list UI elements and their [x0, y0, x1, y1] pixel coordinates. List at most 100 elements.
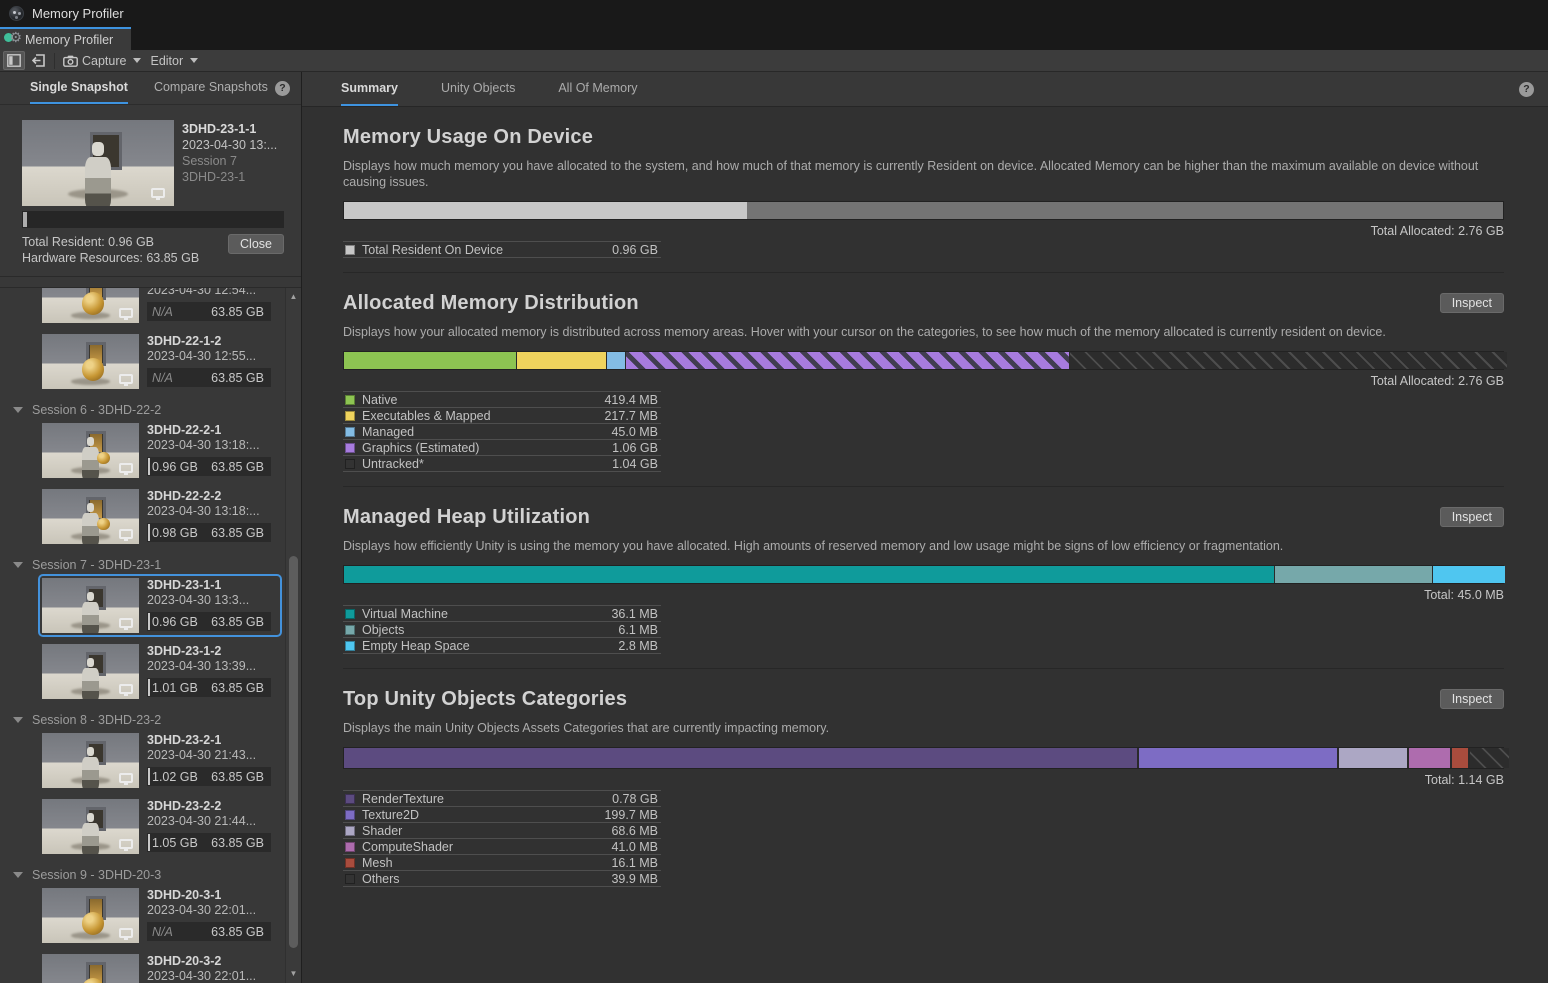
- sidebar-help-icon[interactable]: ?: [275, 81, 290, 96]
- import-snapshot-button[interactable]: [28, 51, 49, 70]
- close-snapshot-button[interactable]: Close: [228, 234, 284, 254]
- session-group-header[interactable]: Session 8 - 3DHD-23-2: [0, 708, 285, 731]
- section-title: Top Unity Objects Categories: [343, 687, 628, 710]
- inspect-button[interactable]: Inspect: [1439, 507, 1504, 527]
- legend-label: Executables & Mapped: [362, 408, 491, 423]
- hardware-value: 63.85 GB: [211, 769, 264, 784]
- snapshot-date: 2023-04-30 22:01...: [147, 969, 257, 983]
- total-label: Total: 1.14 GB: [1424, 773, 1504, 787]
- bar-segment-total-resident-on-device: [344, 202, 748, 219]
- legend-swatch: [345, 394, 355, 405]
- snapshot-name: 3DHD-23-1-1: [147, 578, 222, 592]
- tab-unity-objects[interactable]: Unity Objects: [440, 81, 516, 95]
- shadow-shape: [71, 312, 110, 319]
- bar-segment-empty-heap-space: [1433, 566, 1505, 583]
- legend-table: Total Resident On Device 0.96 GB: [343, 241, 661, 258]
- section-title: Allocated Memory Distribution: [343, 291, 639, 314]
- legend-row: Managed 45.0 MB: [343, 424, 661, 440]
- legend-label: Native: [362, 392, 398, 407]
- scroll-down-arrow[interactable]: ▼: [289, 969, 298, 978]
- collapse-triangle-icon[interactable]: [13, 871, 23, 878]
- snapshot-thumbnail: [42, 644, 139, 699]
- scrollbar-thumb[interactable]: [289, 556, 298, 948]
- editor-label: Editor: [150, 53, 184, 68]
- legend-value: 1.06 GB: [612, 440, 658, 455]
- tab-memory-profiler[interactable]: ⚙ Memory Profiler: [0, 27, 131, 50]
- legend-swatch: [345, 426, 355, 437]
- memory-profiler-app-icon: [9, 6, 24, 21]
- bar-segment-allocated: [747, 202, 1503, 219]
- session-group-header[interactable]: Session 7 - 3DHD-23-1: [0, 553, 285, 576]
- section-title: Managed Heap Utilization: [343, 505, 591, 528]
- editor-dropdown[interactable]: Editor: [147, 51, 201, 70]
- snapshot-list-item[interactable]: 3DHD-23-2-2 2023-04-30 21:44... 1.05 GB 63.…: [40, 797, 280, 856]
- bar-segment-objects: [1274, 566, 1433, 583]
- resident-value: 0.96 GB: [152, 459, 198, 474]
- legend-row: Mesh 16.1 MB: [343, 855, 661, 871]
- robot-shape: [81, 658, 100, 699]
- sidebar-tab-compare-snapshots[interactable]: Compare Snapshots: [153, 80, 268, 94]
- capture-button[interactable]: Capture: [60, 51, 144, 70]
- snapshot-meta: 3DHD-23-2-1 2023-04-30 21:43... 1.02 GB 63.…: [147, 733, 271, 788]
- collapse-triangle-icon[interactable]: [13, 561, 23, 568]
- bar-segment-native: [344, 352, 516, 369]
- legend-swatch: [345, 458, 355, 469]
- bar-segment-rendertexture: [344, 748, 1137, 768]
- snapshot-date: 2023-04-30 12:54...: [147, 288, 257, 297]
- snapshot-date: 2023-04-30 12:55...: [147, 349, 257, 363]
- monitor-icon: [119, 374, 134, 387]
- session-group-header[interactable]: Session 9 - 3DHD-20-3: [0, 863, 285, 886]
- snapshot-list-item[interactable]: 3DHD-22-2-1 2023-04-30 13:18:... 0.96 GB 63…: [40, 421, 280, 480]
- legend-value: 68.6 MB: [611, 823, 658, 838]
- sidebar-tab-single-snapshot[interactable]: Single Snapshot: [30, 72, 128, 104]
- legend-label: Mesh: [362, 855, 393, 870]
- legend-row: Others 39.9 MB: [343, 871, 661, 887]
- snapshot-list-item[interactable]: 2023-04-30 12:54... N/A 63.85 GB: [40, 288, 280, 325]
- snapshot-date: 2023-04-30 13:39...: [147, 659, 257, 673]
- snapshot-thumbnail: [42, 578, 139, 633]
- hardware-resources-text: Hardware Resources: 63.85 GB: [22, 251, 200, 265]
- inspect-button[interactable]: Inspect: [1439, 293, 1504, 313]
- collapse-triangle-icon[interactable]: [13, 716, 23, 723]
- legend-label: Managed: [362, 424, 415, 439]
- snapshot-date: 2023-04-30 21:44...: [147, 814, 257, 828]
- snapshot-name: 3DHD-20-3-2: [147, 954, 222, 968]
- robot-shape: [81, 437, 100, 478]
- main-help-icon[interactable]: ?: [1519, 82, 1534, 97]
- document-tab-strip: ⚙ Memory Profiler: [0, 27, 1548, 50]
- scroll-up-arrow[interactable]: ▲: [289, 292, 298, 301]
- session-group-header[interactable]: Session 6 - 3DHD-22-2: [0, 398, 285, 421]
- snapshot-name: 3DHD-23-2-1: [147, 733, 222, 747]
- tab-summary[interactable]: Summary: [341, 72, 398, 106]
- toggle-snapshot-panel-button[interactable]: [3, 51, 25, 70]
- snapshot-list-item[interactable]: 3DHD-23-2-1 2023-04-30 21:43... 1.02 GB 63.…: [40, 731, 280, 790]
- snapshot-name: 3DHD-22-2-2: [147, 489, 222, 503]
- snapshot-list-item[interactable]: 3DHD-23-1-1 2023-04-30 13:3... 0.96 GB 63.8…: [38, 574, 282, 637]
- workspace: Single Snapshot Compare Snapshots ? 3DHD-…: [0, 72, 1548, 983]
- snapshot-list-item[interactable]: 3DHD-22-2-2 2023-04-30 13:18:... 0.98 GB 63…: [40, 487, 280, 546]
- total-label: Total Allocated: 2.76 GB: [1370, 374, 1504, 388]
- section-description: Displays how much memory you have alloca…: [343, 159, 1479, 189]
- capture-dropdown-caret[interactable]: [133, 58, 142, 63]
- snapshot-list-scrollbar[interactable]: ▲ ▼: [285, 288, 301, 983]
- tab-all-of-memory[interactable]: All Of Memory: [558, 81, 638, 95]
- collapse-triangle-icon[interactable]: [13, 406, 23, 413]
- legend-row: Native 419.4 MB: [343, 392, 661, 408]
- inspect-button[interactable]: Inspect: [1439, 689, 1504, 709]
- legend-table: Native 419.4 MB Executables & Mapped 217.7 …: [343, 391, 661, 472]
- legend-value: 2.8 MB: [618, 638, 658, 653]
- snapshot-memory-values: 1.01 GB 63.85 GB: [147, 678, 271, 697]
- hardware-value: 63.85 GB: [211, 459, 264, 474]
- snapshot-name: 3DHD-22-2-1: [147, 423, 222, 437]
- monitor-icon: [119, 684, 134, 697]
- monitor-icon: [119, 308, 134, 321]
- snapshot-list-item[interactable]: 3DHD-23-1-2 2023-04-30 13:39... 1.01 GB 63.…: [40, 642, 280, 701]
- bar-segment-executables-mapped: [516, 352, 606, 369]
- window-titlebar: Memory Profiler: [0, 0, 1548, 27]
- legend-row: ComputeShader 41.0 MB: [343, 839, 661, 855]
- snapshot-list-item[interactable]: 3DHD-22-1-2 2023-04-30 12:55... N/A 63.85 G…: [40, 332, 280, 391]
- hardware-value: 63.85 GB: [211, 924, 264, 939]
- snapshot-list-item[interactable]: 3DHD-20-3-1 2023-04-30 22:01... N/A 63.85 G…: [40, 886, 280, 945]
- hardware-value: 63.85 GB: [211, 525, 264, 540]
